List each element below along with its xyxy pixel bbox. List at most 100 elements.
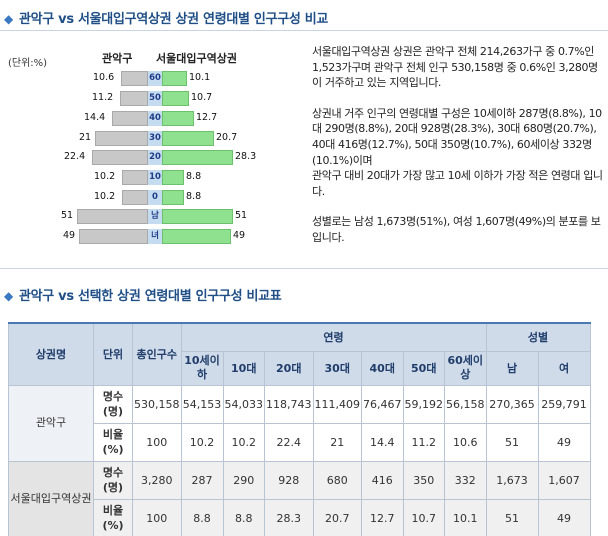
value-cell: 14.4: [361, 422, 404, 462]
pyramid-bar-left: [79, 229, 148, 244]
pyramid-age-label: 40: [148, 111, 162, 126]
diamond-bullet-icon: ◆: [4, 289, 13, 303]
pyramid-row: 30 21 20.7: [0, 130, 300, 147]
pyramid-bar-left: [95, 131, 148, 146]
pyramid-value-left: 14.4: [84, 112, 106, 123]
pyramid-value-right: 49: [233, 230, 246, 241]
pyramid-row: 0 10.2 8.8: [0, 189, 300, 206]
header-sex-female: 여: [537, 350, 591, 386]
table-row: 서울대입구역상권 명수(명) 3,280 287 290 928 680 416 350 332 1…: [8, 460, 591, 536]
header-age-30s: 30대: [312, 350, 362, 386]
description-paragraph-age: 상권내 거주 인구의 연령대별 구성은 10세이하 287명(8.8%), 10…: [312, 106, 606, 200]
value-cell: 8.8: [180, 498, 224, 536]
pyramid-bar-left: [121, 71, 148, 86]
value-cell: 680: [312, 460, 362, 500]
value-cell: 10.1: [444, 498, 487, 536]
value-cell: 51: [485, 498, 539, 536]
pyramid-value-right: 10.7: [191, 92, 213, 103]
pyramid-bar-right: [162, 111, 194, 126]
pyramid-row: 녀 49 49: [0, 228, 300, 245]
pyramid-age-label: 녀: [148, 229, 162, 244]
value-cell: 76,467: [361, 384, 404, 424]
table-row: 관악구 명수(명) 530,158 54,153 54,033 118,743 111,40…: [8, 384, 591, 462]
population-pyramid: (단위:%) 관악구 서울대입구역상권 60 10.6 10.1 50 11.2 10.7…: [0, 40, 300, 250]
header-age-50s: 50대: [402, 350, 445, 386]
pyramid-age-label: 10: [148, 170, 162, 185]
pyramid-bar-right: [162, 91, 189, 106]
pyramid-value-right: 20.7: [216, 132, 238, 143]
pyramid-value-right: 8.8: [186, 171, 202, 182]
value-cell: 287: [180, 460, 224, 500]
pyramid-age-label: 남: [148, 209, 162, 224]
pyramid-value-right: 28.3: [235, 151, 257, 162]
pyramid-row: 50 11.2 10.7: [0, 90, 300, 107]
unit-label: (단위:%): [8, 58, 48, 69]
description-age-breakdown: 상권내 거주 인구의 연령대별 구성은 10세이하 287명(8.8%), 10…: [312, 106, 602, 167]
comparison-table: 상권명 단위 총인구수 연령 성별 10세이하 10대 20대 30대 40대 …: [8, 322, 591, 536]
pyramid-bar-right: [162, 71, 187, 86]
pyramid-bar-left: [120, 91, 148, 106]
value-cell: 54,153: [180, 384, 224, 424]
pyramid-age-label: 50: [148, 91, 162, 106]
value-cell: 270,365: [485, 384, 539, 424]
description-age-summary: 관악구 대비 20대가 가장 많고 10세 이하가 가장 적은 연령대 입니다.: [312, 169, 603, 198]
pyramid-bar-right: [162, 229, 231, 244]
pyramid-value-right: 12.7: [196, 112, 218, 123]
section-title-text: 관악구 vs 선택한 상권 연령대별 인구구성 비교표: [18, 289, 282, 304]
value-cell: 54,033: [222, 384, 265, 424]
value-cell: 118,743: [264, 384, 314, 424]
value-cell: 11.2: [402, 422, 445, 462]
pyramid-value-left: 49: [63, 230, 76, 241]
pyramid-value-right: 51: [235, 210, 248, 221]
value-cell: 49: [537, 498, 591, 536]
area-name-cell: 서울대입구역상권: [8, 460, 94, 536]
value-cell: 259,791: [537, 384, 591, 424]
pyramid-bar-right: [162, 190, 184, 205]
pyramid-bar-right: [162, 131, 214, 146]
value-cell: 416: [361, 460, 404, 500]
value-cell: 12.7: [361, 498, 404, 536]
pyramid-row: 20 22.4 28.3: [0, 149, 300, 166]
header-total-population: 총인구수: [132, 322, 182, 386]
pyramid-bar-left: [77, 209, 148, 224]
pyramid-value-right: 8.8: [186, 191, 202, 202]
value-cell: 111,409: [312, 384, 362, 424]
pyramid-bar-right: [162, 170, 184, 185]
value-cell: 928: [264, 460, 314, 500]
header-area-name: 상권명: [8, 322, 94, 386]
pyramid-right-header: 서울대입구역상권: [156, 52, 237, 65]
table-body: 관악구 명수(명) 530,158 54,153 54,033 118,743 111,40…: [8, 384, 591, 536]
pyramid-value-left: 10.2: [94, 191, 116, 202]
description-paragraph-households: 서울대입구역상권 상권은 관악구 전체 214,263가구 중 0.7%인 1,…: [312, 45, 598, 90]
value-cell: 10.2: [222, 422, 265, 462]
pyramid-bar-left: [122, 170, 148, 185]
header-age-under10: 10세이하: [180, 350, 224, 386]
section-title-text: 관악구 vs 서울대입구역상권 상권 연령대별 인구구성 비교: [18, 12, 329, 27]
area-name-cell: 관악구: [8, 384, 94, 462]
value-cell: 10.7: [402, 498, 445, 536]
unit-cell: 비율(%): [93, 422, 133, 462]
pyramid-bar-left: [92, 150, 148, 165]
pyramid-bar-left: [122, 190, 148, 205]
section-title-table: ◆ 관악구 vs 선택한 상권 연령대별 인구구성 비교표: [4, 285, 282, 304]
value-cell: 350: [402, 460, 445, 500]
pyramid-bar-right: [162, 209, 233, 224]
value-cell: 22.4: [264, 422, 314, 462]
value-cell: 21: [312, 422, 362, 462]
diamond-bullet-icon: ◆: [4, 12, 13, 26]
value-cell: 290: [222, 460, 265, 500]
value-cell: 49: [537, 422, 591, 462]
pyramid-age-label: 0: [148, 190, 162, 205]
pyramid-value-left: 51: [61, 210, 74, 221]
pyramid-left-header: 관악구: [102, 52, 133, 65]
value-cell: 10.6: [444, 422, 487, 462]
pyramid-value-left: 21: [79, 132, 92, 143]
description-paragraph-gender: 성별로는 남성 1,673명(51%), 여성 1,607명(49%)의 분포를…: [312, 215, 601, 244]
table-row: 비율(%) 100 8.8 8.8 28.3 20.7 12.7 10.7 10.1 51 49: [9, 498, 591, 536]
pyramid-age-label: 30: [148, 131, 162, 146]
pyramid-bar-right: [162, 150, 233, 165]
header-age-40s: 40대: [361, 350, 404, 386]
header-sex: 성별: [485, 322, 591, 352]
value-cell: 10.2: [180, 422, 224, 462]
pyramid-value-left: 10.2: [94, 171, 116, 182]
